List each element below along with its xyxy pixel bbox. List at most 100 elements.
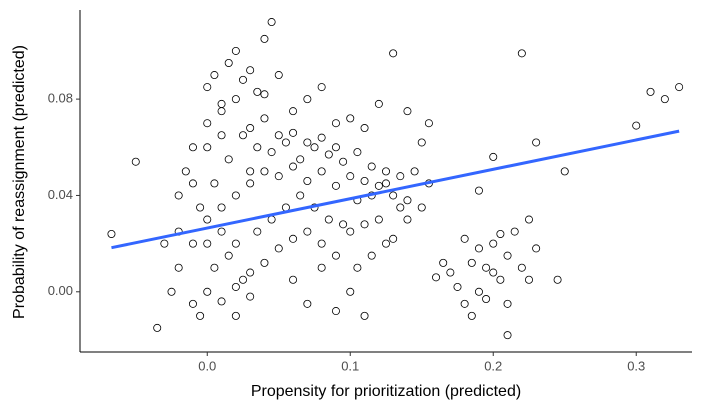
point <box>396 172 405 181</box>
point <box>503 299 512 308</box>
point <box>460 299 469 308</box>
y-tick-label: 0.00 <box>48 283 73 298</box>
point <box>360 176 369 185</box>
point <box>467 258 476 267</box>
point <box>231 95 240 104</box>
point <box>632 121 641 130</box>
point <box>389 234 398 243</box>
point <box>260 167 269 176</box>
point <box>317 83 326 92</box>
point <box>181 167 190 176</box>
point <box>410 167 419 176</box>
point <box>482 263 491 272</box>
y-axis-title: Probability of reassignment (predicted) <box>11 45 28 319</box>
point <box>496 229 505 238</box>
point <box>246 268 255 277</box>
point <box>217 107 226 116</box>
point <box>374 215 383 224</box>
point <box>224 58 233 67</box>
x-tick-label: 0.2 <box>484 358 502 373</box>
point <box>131 157 140 166</box>
point <box>246 292 255 301</box>
point <box>360 220 369 229</box>
point <box>503 251 512 260</box>
point <box>381 239 390 248</box>
point <box>289 128 298 137</box>
point <box>267 215 276 224</box>
point <box>246 124 255 133</box>
point <box>196 311 205 320</box>
point <box>331 143 340 152</box>
point <box>203 83 212 92</box>
point <box>367 251 376 260</box>
point <box>231 46 240 55</box>
point <box>203 215 212 224</box>
point <box>417 203 426 212</box>
point <box>374 99 383 108</box>
point <box>317 167 326 176</box>
point <box>274 244 283 253</box>
point <box>203 119 212 128</box>
point <box>346 287 355 296</box>
point <box>203 239 212 248</box>
point <box>360 124 369 133</box>
point <box>203 143 212 152</box>
point <box>339 157 348 166</box>
point <box>188 143 197 152</box>
point <box>524 275 533 284</box>
point <box>289 234 298 243</box>
point <box>317 263 326 272</box>
point <box>403 196 412 205</box>
point <box>324 150 333 159</box>
point <box>510 227 519 236</box>
point <box>239 131 248 140</box>
point <box>417 138 426 147</box>
point <box>224 155 233 164</box>
point <box>289 162 298 171</box>
point <box>453 282 462 291</box>
point <box>167 287 176 296</box>
point <box>303 176 312 185</box>
point <box>296 155 305 164</box>
x-axis-title: Propensity for prioritization (predicted… <box>251 383 521 400</box>
point <box>246 167 255 176</box>
point <box>646 87 655 96</box>
point <box>160 239 169 248</box>
y-tick-label: 0.08 <box>48 91 73 106</box>
point <box>489 239 498 248</box>
point <box>260 90 269 99</box>
point <box>331 307 340 316</box>
point <box>281 138 290 147</box>
point <box>353 263 362 272</box>
x-tick-label: 0.3 <box>627 358 645 373</box>
point <box>489 268 498 277</box>
point <box>389 49 398 58</box>
point <box>474 244 483 253</box>
point <box>296 191 305 200</box>
point <box>231 191 240 200</box>
point <box>553 275 562 284</box>
point <box>188 179 197 188</box>
point <box>381 167 390 176</box>
point <box>303 95 312 104</box>
point <box>403 215 412 224</box>
point <box>560 167 569 176</box>
point <box>289 107 298 116</box>
point <box>310 143 319 152</box>
point <box>217 297 226 306</box>
point <box>331 181 340 190</box>
point <box>467 311 476 320</box>
point <box>217 227 226 236</box>
point <box>217 99 226 108</box>
point <box>331 119 340 128</box>
point <box>260 114 269 123</box>
point <box>353 148 362 157</box>
point <box>346 227 355 236</box>
point <box>217 131 226 140</box>
point <box>360 311 369 320</box>
point <box>210 263 219 272</box>
point <box>107 229 116 238</box>
point <box>253 87 262 96</box>
point <box>381 179 390 188</box>
